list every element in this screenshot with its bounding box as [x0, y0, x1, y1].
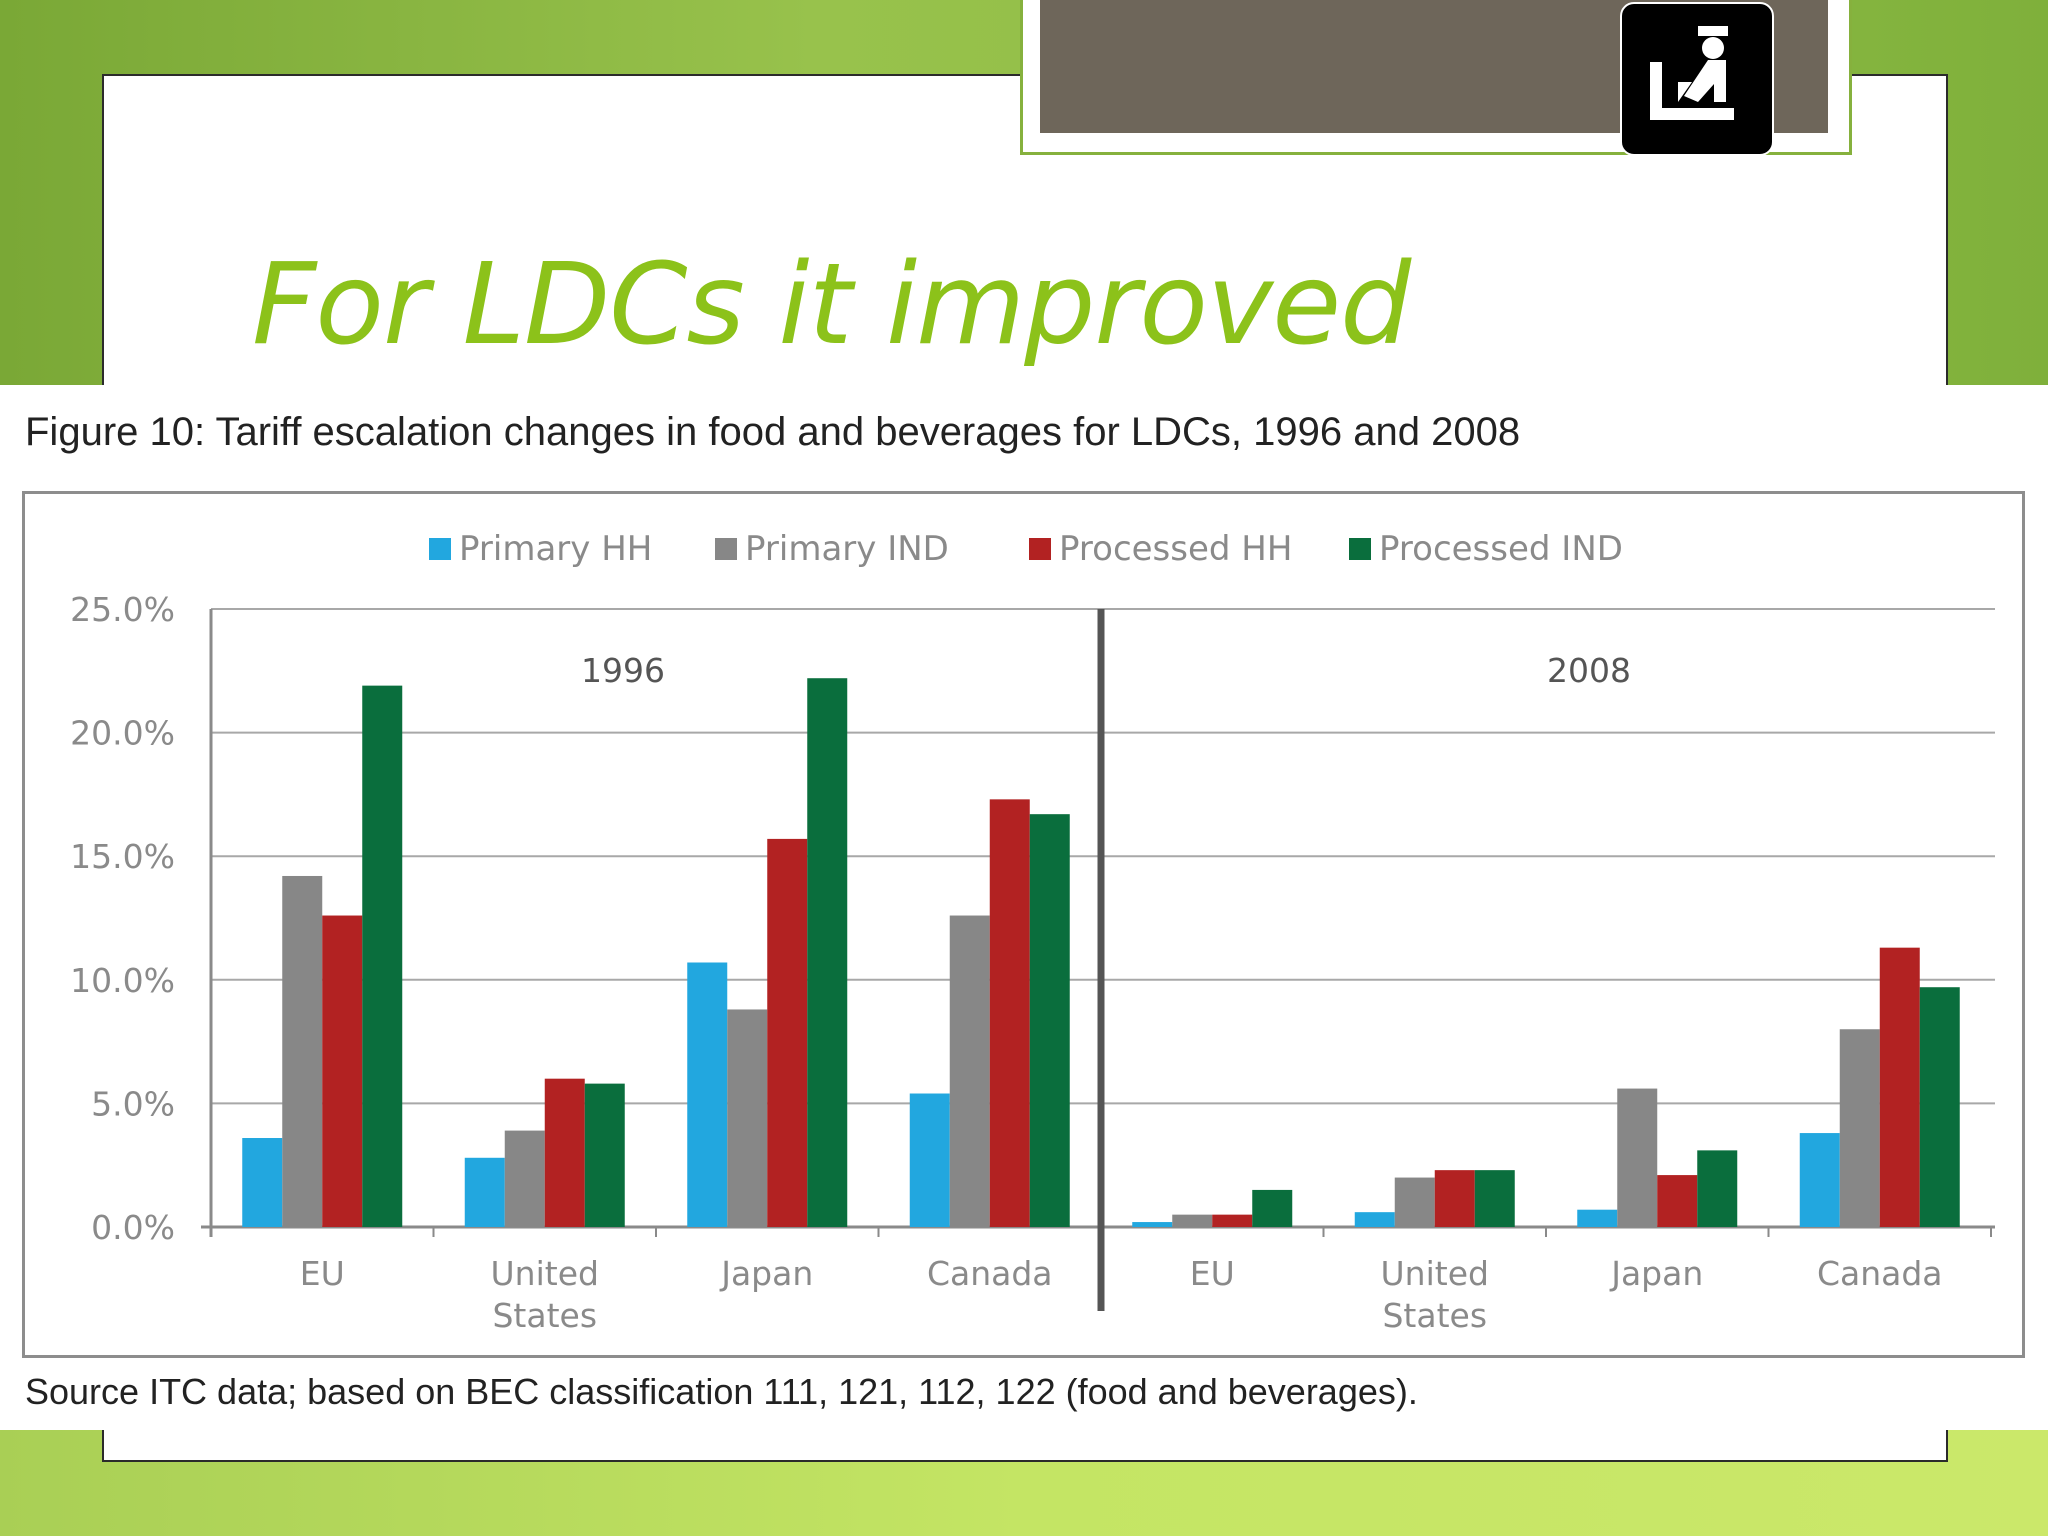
- figure-caption: Figure 10: Tariff escalation changes in …: [25, 410, 1521, 454]
- bar: [1919, 987, 1960, 1227]
- bar: [1474, 1170, 1515, 1227]
- x-category-label: EU: [300, 1254, 345, 1293]
- bar: [1839, 1029, 1880, 1227]
- legend-label: Processed IND: [1379, 529, 1623, 569]
- x-category-label: United: [1381, 1254, 1489, 1293]
- bar: [1394, 1177, 1435, 1227]
- figure-panel: Figure 10: Tariff escalation changes in …: [0, 385, 2048, 1430]
- legend-label: Processed HH: [1059, 529, 1292, 569]
- bar: [727, 1009, 768, 1227]
- legend-swatch: [429, 538, 451, 560]
- bar: [687, 962, 728, 1227]
- legend-swatch: [715, 538, 737, 560]
- bar: [504, 1130, 545, 1227]
- bar: [544, 1078, 585, 1227]
- legend-label: Primary IND: [745, 529, 949, 569]
- bar: [767, 838, 808, 1227]
- bar: [807, 678, 848, 1227]
- bar: [1617, 1088, 1658, 1227]
- panel-year-label: 1996: [581, 651, 665, 690]
- bar: [242, 1138, 283, 1227]
- x-category-label: Japan: [719, 1254, 813, 1293]
- bar: [1252, 1189, 1293, 1227]
- x-category-label: States: [492, 1296, 597, 1335]
- y-tick-label: 0.0%: [91, 1208, 175, 1247]
- bar: [1434, 1170, 1475, 1227]
- panel-year-label: 2008: [1547, 651, 1631, 690]
- bar: [1132, 1222, 1173, 1227]
- bar: [1172, 1214, 1213, 1227]
- legend-label: Primary HH: [459, 529, 652, 569]
- bar: [1697, 1150, 1738, 1227]
- bar: [1577, 1209, 1618, 1227]
- bar: [1657, 1175, 1698, 1227]
- x-category-label: Canada: [1817, 1254, 1943, 1293]
- x-category-label: EU: [1190, 1254, 1235, 1293]
- bar: [1879, 947, 1920, 1227]
- x-category-label: United: [491, 1254, 599, 1293]
- bar: [584, 1083, 625, 1227]
- bar: [282, 875, 323, 1227]
- y-tick-label: 10.0%: [70, 961, 175, 1000]
- bar: [1354, 1212, 1395, 1227]
- bar: [464, 1157, 505, 1227]
- source-note: Source ITC data; based on BEC classifica…: [25, 1371, 1418, 1412]
- y-tick-label: 25.0%: [70, 590, 175, 629]
- bar: [362, 685, 403, 1227]
- bar: [989, 799, 1030, 1227]
- slide-title: For LDCs it improved: [252, 240, 1411, 370]
- bar: [1029, 814, 1070, 1227]
- bar: [949, 915, 990, 1227]
- chart-container: 0.0% 5.0% 10.0% 15.0% 20.0% 25.0% EU United Stat…: [22, 491, 2025, 1358]
- bar: [909, 1093, 950, 1227]
- y-tick-label: 15.0%: [70, 837, 175, 876]
- x-category-label: States: [1382, 1296, 1487, 1335]
- legend-swatch: [1029, 538, 1051, 560]
- y-tick-label: 5.0%: [91, 1084, 175, 1123]
- x-category-label: Canada: [927, 1254, 1053, 1293]
- legend-swatch: [1349, 538, 1371, 560]
- bar: [1212, 1214, 1253, 1227]
- x-category-label: Japan: [1609, 1254, 1703, 1293]
- customs-officer-icon: [1620, 2, 1774, 156]
- y-tick-label: 20.0%: [70, 714, 175, 753]
- bar: [1799, 1133, 1840, 1227]
- bar-chart: 0.0%5.0%10.0%15.0%20.0%25.0%EU UnitedStat…: [70, 529, 1995, 1335]
- bar: [322, 915, 363, 1227]
